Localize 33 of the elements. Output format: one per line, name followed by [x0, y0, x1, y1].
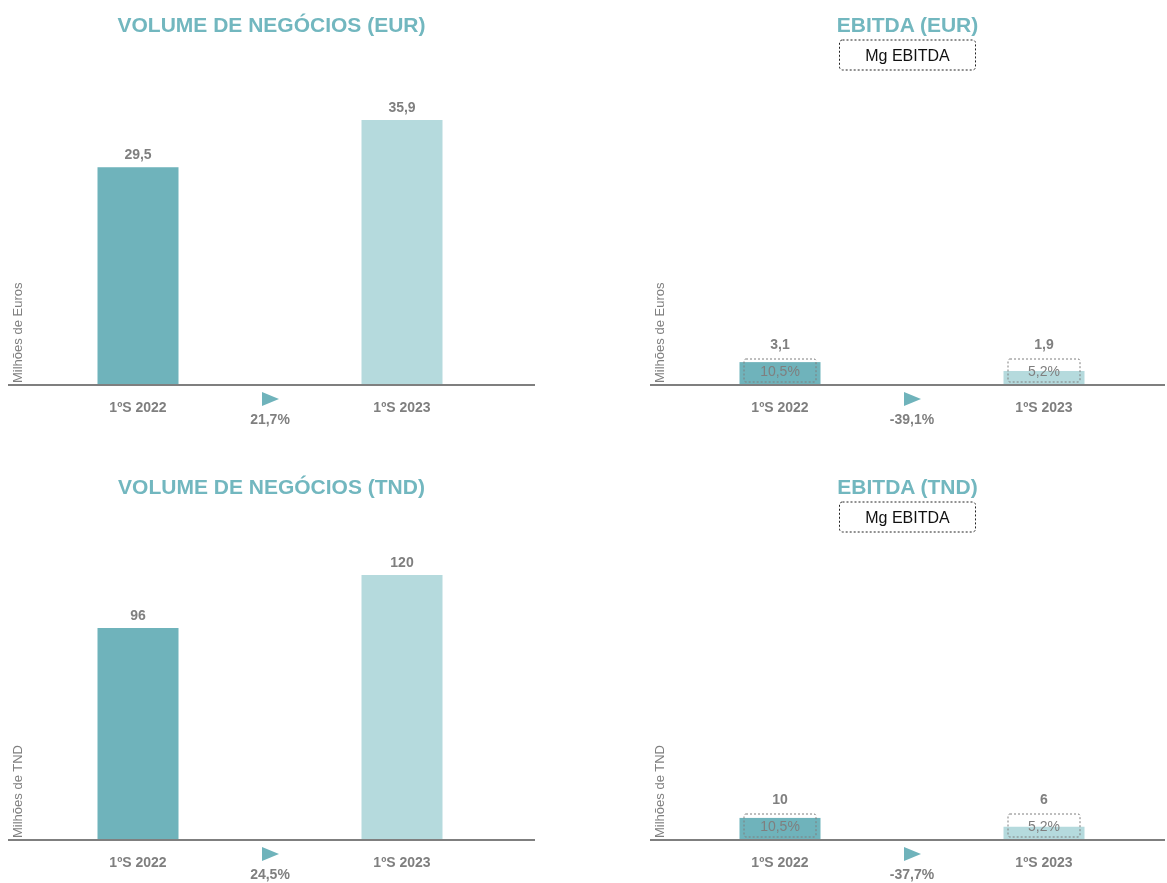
- data-label: 35,9: [388, 99, 416, 115]
- text: -37,7%: [889, 866, 935, 882]
- text: 21,7%: [250, 411, 291, 427]
- chart-title: EBITDA (TND): [837, 475, 978, 498]
- text: Mg EBITDA: [865, 509, 951, 526]
- x-tick-label: 1ºS 2023: [1015, 854, 1073, 870]
- y-axis-title: Milhões de TND: [10, 745, 25, 838]
- text: Mg EBITDA: [865, 47, 951, 64]
- x-tick-label: 1ºS 2023: [373, 854, 431, 870]
- x-tick-label: 1ºS 2022: [109, 399, 167, 415]
- data-label: 3,1: [770, 336, 790, 352]
- chart-title: VOLUME DE NEGÓCIOS (EUR): [117, 13, 426, 36]
- x-tick-label: 1ºS 2023: [1015, 399, 1073, 415]
- text: -39,1%: [889, 411, 935, 427]
- x-tick-label: 1ºS 2022: [751, 399, 809, 415]
- data-label: 120: [390, 554, 414, 570]
- data-label: 29,5: [124, 146, 152, 163]
- annotation: 10,5%: [760, 818, 800, 834]
- data-label: 6: [1040, 791, 1049, 807]
- x-tick-label: 1ºS 2022: [109, 854, 167, 870]
- y-axis-title: Milhões de Euros: [652, 282, 667, 383]
- data-label: 1,9: [1034, 336, 1054, 352]
- chart-title: VOLUME DE NEGÓCIOS (TND): [118, 475, 425, 498]
- data-label: 96: [130, 607, 146, 623]
- y-axis-title: Milhões de TND: [652, 745, 667, 838]
- chart-title: EBITDA (EUR): [836, 13, 979, 36]
- x-tick-label: 1ºS 2022: [751, 854, 809, 870]
- annotation: 10,5%: [760, 363, 800, 379]
- text: 24,5%: [250, 866, 291, 882]
- annotation: 5,2%: [1028, 818, 1060, 834]
- data-label: 10: [772, 791, 788, 807]
- y-axis-title: Milhões de Euros: [10, 282, 25, 383]
- x-tick-label: 1ºS 2023: [373, 399, 431, 415]
